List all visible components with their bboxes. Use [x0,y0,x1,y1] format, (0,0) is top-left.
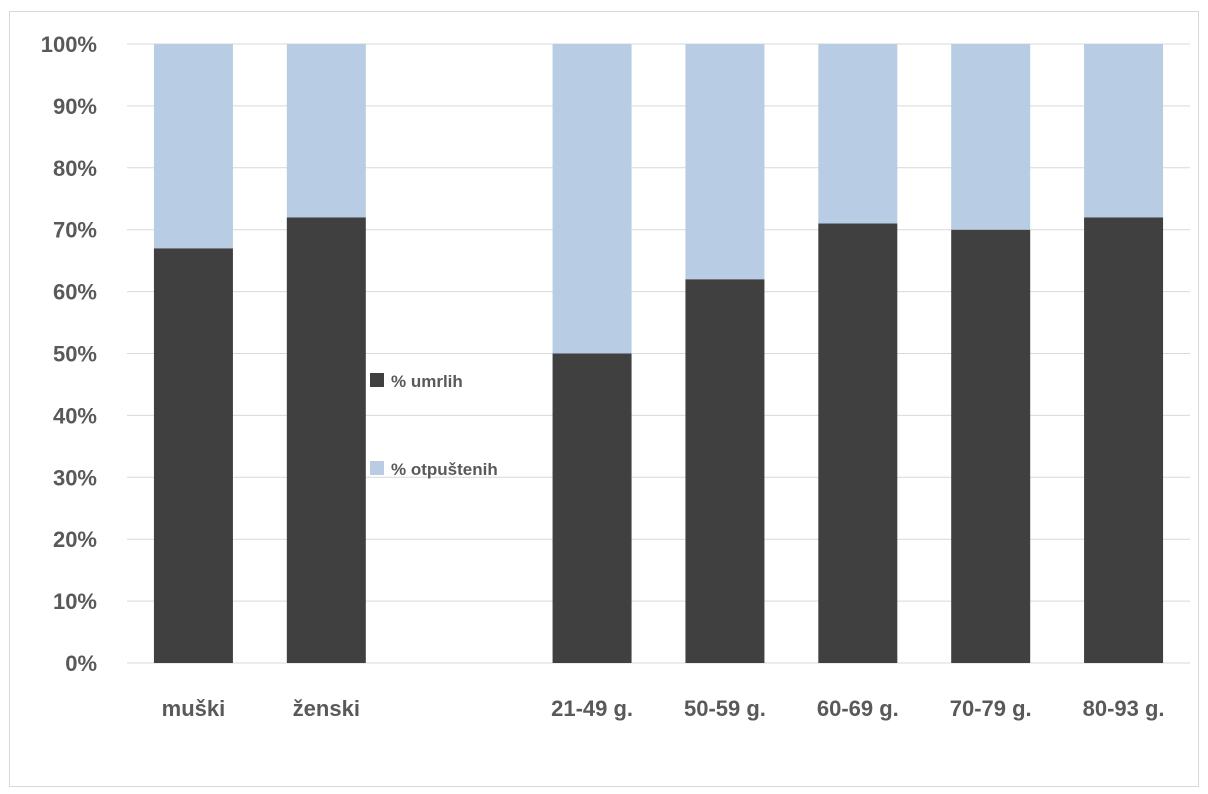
x-axis-tick-labels: muški ženski 21-49 g. 50-59 g. 60-69 g. 70-79… [162,696,1165,721]
bar-segment-otpustenih [685,44,765,280]
x-tick-label: ženski [293,696,360,721]
bar-segment-otpustenih [1084,44,1164,218]
bar-segment-umrlih [286,217,366,663]
y-tick-label: 20% [53,527,97,552]
y-tick-label: 0% [65,651,97,676]
bars [153,44,1164,663]
y-tick-label: 70% [53,218,97,243]
legend-swatch-umrlih [370,373,384,387]
x-tick-label: 21-49 g. [551,696,633,721]
legend-swatch-otpustenih [370,461,384,475]
bar-segment-umrlih [1084,217,1164,663]
bar-segment-umrlih [951,229,1031,663]
bar-segment-umrlih [153,248,233,663]
bar-segment-umrlih [685,279,765,663]
gridlines [127,43,1190,664]
y-tick-label: 60% [53,280,97,305]
legend-label-umrlih: % umrlih [391,372,463,391]
bar-segment-otpustenih [951,44,1031,230]
x-tick-label: 70-79 g. [950,696,1032,721]
bar-segment-otpustenih [552,44,632,354]
y-tick-label: 40% [53,403,97,428]
legend: % umrlih % otpuštenih [370,372,498,479]
x-tick-label: 50-59 g. [684,696,766,721]
legend-label-otpustenih: % otpuštenih [391,460,498,479]
bar-segment-otpustenih [153,44,233,249]
y-tick-label: 100% [41,32,97,57]
y-tick-label: 50% [53,342,97,367]
x-tick-label: muški [162,696,226,721]
bar-segment-umrlih [818,223,898,663]
x-tick-label: 60-69 g. [817,696,899,721]
y-tick-label: 10% [53,589,97,614]
y-axis-tick-labels: 0% 10% 20% 30% 40% 50% 60% 70% 80% 90% 100% [41,32,97,676]
bar-segment-otpustenih [286,44,366,218]
x-tick-label: 80-93 g. [1083,696,1165,721]
y-tick-label: 80% [53,156,97,181]
y-tick-label: 30% [53,465,97,490]
bar-segment-otpustenih [818,44,898,224]
bar-segment-umrlih [552,353,632,663]
y-tick-label: 90% [53,94,97,119]
